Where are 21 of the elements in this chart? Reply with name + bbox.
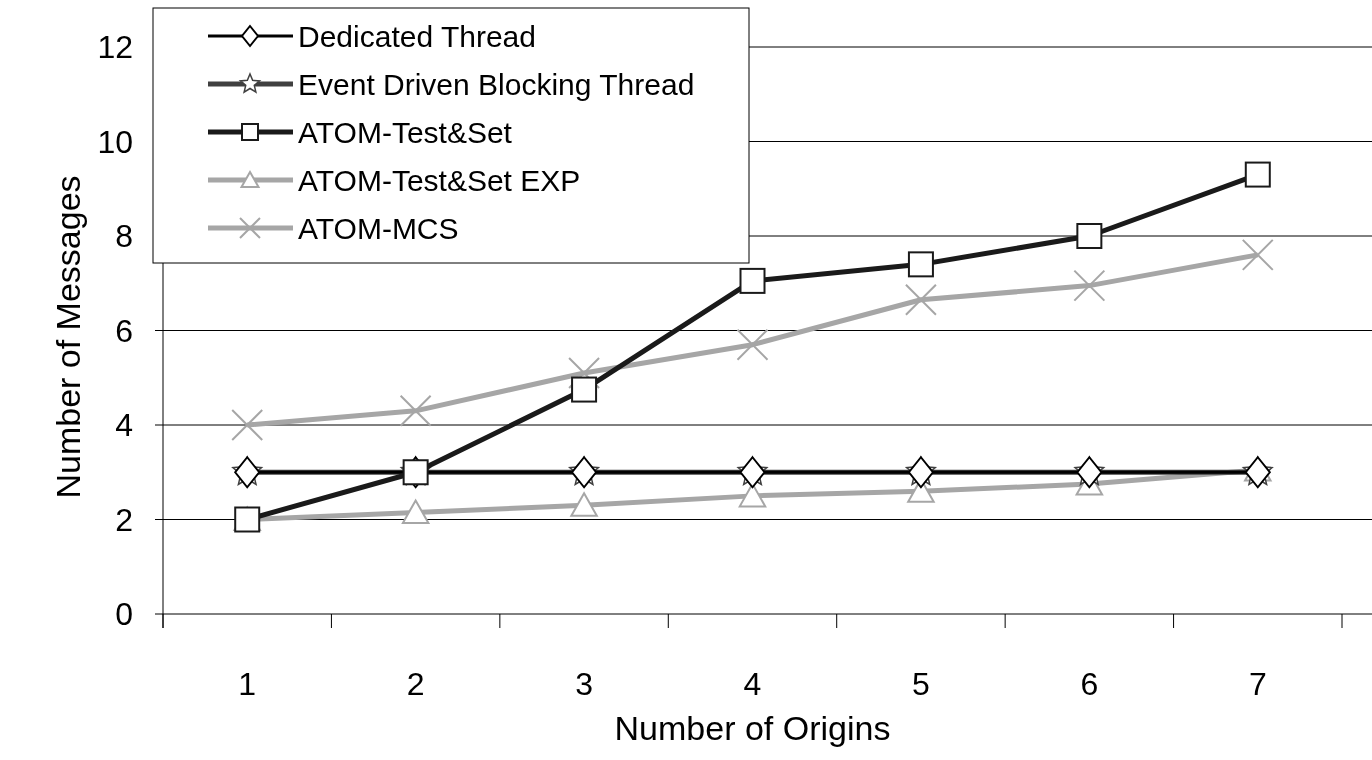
x-tick-label: 6 — [1080, 666, 1099, 702]
legend-label: ATOM-MCS — [298, 211, 459, 245]
x-tick-label: 3 — [575, 666, 593, 702]
y-tick-label: 10 — [97, 123, 133, 160]
x-tick-label: 5 — [912, 666, 930, 702]
x-tick-label: 4 — [743, 666, 762, 702]
y-tick-label: 6 — [115, 312, 133, 349]
y-tick-label: 4 — [115, 407, 133, 444]
y-tick-label: 2 — [115, 501, 133, 538]
y-tick-label: 8 — [115, 218, 133, 255]
x-tick-label: 1 — [238, 666, 257, 702]
legend-label: Event Driven Blocking Thread — [298, 67, 695, 101]
y-tick-label: 0 — [115, 596, 133, 633]
legend-label: ATOM-Test&Set EXP — [298, 163, 581, 197]
x-tick-label: 7 — [1248, 666, 1267, 702]
y-axis-title: Number of Messages — [49, 175, 87, 499]
y-tick-label: 12 — [97, 29, 133, 66]
x-tick-label: 2 — [406, 666, 425, 702]
x-axis-title: Number of Origins — [614, 709, 891, 747]
legend-label: ATOM-Test&Set — [298, 115, 513, 149]
legend-label: Dedicated Thread — [298, 19, 536, 53]
